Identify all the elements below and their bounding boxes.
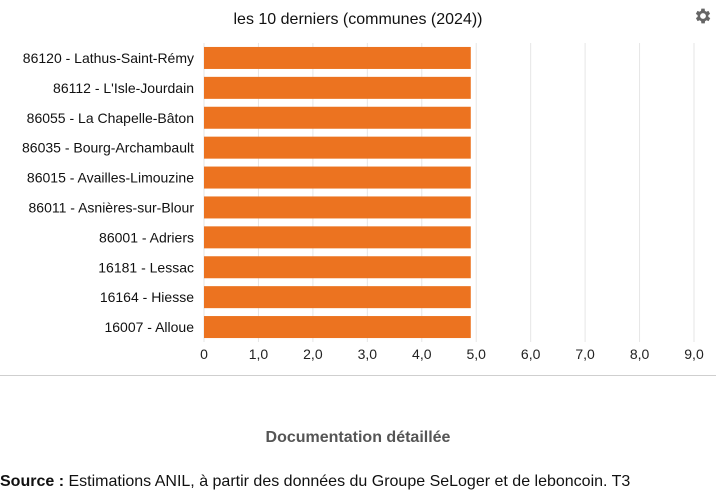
category-label: 86015 - Availles-Limouzine [27, 170, 194, 186]
x-tick-label: 4,0 [412, 346, 432, 362]
category-label: 86011 - Asnières-sur-Blour [29, 199, 195, 215]
x-axis-tick-labels: 0 1,0 2,0 3,0 4,0 5,0 6,0 7,0 8,0 9,0 [200, 346, 704, 362]
category-label: 86112 - L'Isle-Jourdain [53, 80, 194, 96]
category-label: 86055 - La Chapelle-Bâton [27, 110, 194, 126]
bar[interactable] [204, 256, 471, 279]
bar[interactable] [204, 136, 471, 159]
category-label: 16164 - Hiesse [100, 289, 194, 305]
category-labels: 86120 - Lathus-Saint-Rémy 86112 - L'Isle-… [22, 50, 194, 335]
source-text: Estimations ANIL, à partir des données d… [68, 473, 631, 490]
bar[interactable] [204, 196, 471, 219]
category-label: 86120 - Lathus-Saint-Rémy [23, 50, 194, 66]
category-label: 16007 - Alloue [104, 319, 194, 335]
x-tick-label: 8,0 [630, 346, 650, 362]
x-tick-label: 0 [200, 346, 208, 362]
x-tick-label: 2,0 [303, 346, 323, 362]
gear-icon[interactable] [693, 6, 713, 26]
bar[interactable] [204, 166, 471, 189]
bar[interactable] [204, 46, 471, 69]
bars [204, 46, 471, 339]
x-tick-label: 3,0 [358, 346, 378, 362]
x-tick-label: 9,0 [684, 346, 704, 362]
documentation-link[interactable]: Documentation détaillée [265, 429, 451, 446]
chart-title: les 10 derniers (communes (2024)) [233, 11, 483, 28]
bar[interactable] [204, 76, 471, 99]
x-tick-label: 6,0 [521, 346, 541, 362]
x-tick-label: 1,0 [249, 346, 269, 362]
source-label: Source : [0, 473, 65, 490]
bar[interactable] [204, 286, 471, 309]
bar-chart: 86120 - Lathus-Saint-Rémy 86112 - L'Isle-… [22, 43, 704, 362]
category-label: 16181 - Lessac [98, 259, 194, 275]
divider [0, 375, 716, 376]
category-label: 86001 - Adriers [99, 229, 194, 245]
source-note: Source : Estimations ANIL, à partir des … [0, 473, 716, 491]
x-tick-label: 5,0 [466, 346, 486, 362]
x-tick-label: 7,0 [575, 346, 595, 362]
bar[interactable] [204, 226, 471, 249]
bar[interactable] [204, 316, 471, 339]
bar[interactable] [204, 106, 471, 129]
category-label: 86035 - Bourg-Archambault [22, 140, 194, 156]
